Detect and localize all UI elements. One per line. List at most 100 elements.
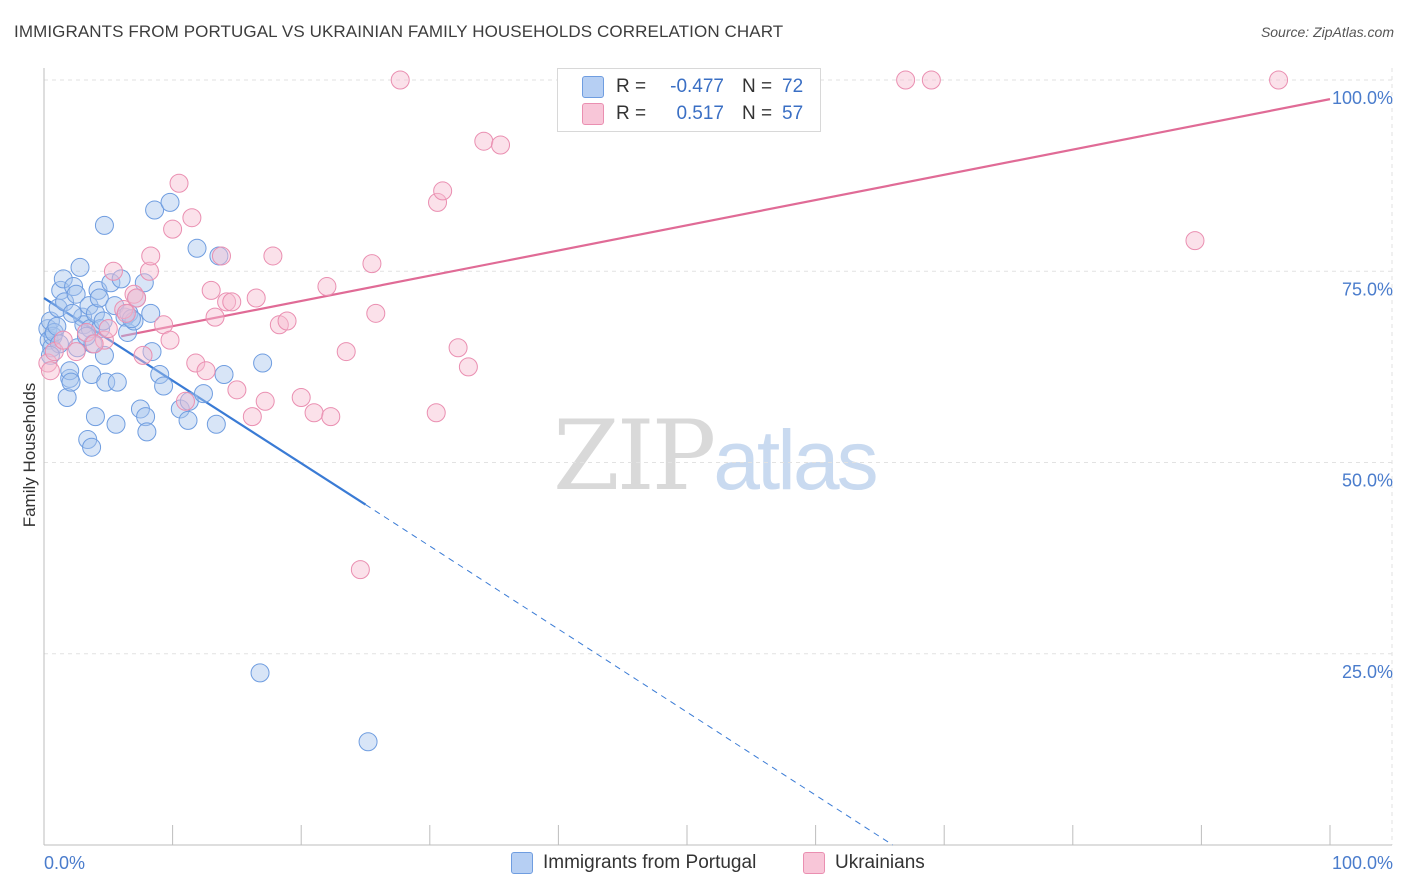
legend-r-value: 0.517 bbox=[676, 103, 724, 124]
point-portugal bbox=[82, 437, 102, 457]
legend-n-value: 57 bbox=[782, 103, 804, 124]
point-portugal bbox=[57, 387, 77, 407]
y-tick-label: 100.0% bbox=[1332, 88, 1393, 108]
point-portugal bbox=[253, 353, 273, 373]
point-ukrainians bbox=[217, 292, 237, 312]
point-ukrainians bbox=[390, 70, 410, 90]
point-ukrainians bbox=[76, 322, 96, 342]
point-ukrainians bbox=[242, 407, 262, 427]
legend-row-ukrainians: R = 0.517 N = 57 bbox=[582, 102, 803, 126]
legend-row-portugal: R = -0.477 N = 72 bbox=[582, 75, 803, 99]
y-tick-label: 75.0% bbox=[1342, 279, 1393, 299]
legend-r-label: R = bbox=[616, 76, 647, 97]
legend-swatch-pink bbox=[582, 103, 604, 125]
tick-labels: 25.0% 50.0% 75.0% 100.0% 0.0% 100.0% bbox=[44, 88, 1393, 873]
legend-r-label: R = bbox=[616, 103, 647, 124]
point-portugal bbox=[101, 273, 121, 293]
point-ukrainians bbox=[201, 280, 221, 300]
legend-item-ukrainians[interactable]: Ukrainians bbox=[803, 852, 925, 874]
point-ukrainians bbox=[53, 330, 73, 350]
point-ukrainians bbox=[222, 292, 242, 312]
point-portugal bbox=[193, 384, 213, 404]
watermark-atlas: atlas bbox=[713, 413, 878, 507]
point-ukrainians bbox=[40, 361, 60, 381]
point-ukrainians bbox=[211, 246, 231, 266]
point-ukrainians bbox=[1269, 70, 1289, 90]
point-portugal bbox=[40, 345, 60, 365]
legend-label: Ukrainians bbox=[835, 852, 925, 873]
x-tick-label: 0.0% bbox=[44, 853, 85, 873]
point-ukrainians bbox=[246, 288, 266, 308]
point-ukrainians bbox=[227, 380, 247, 400]
point-ukrainians bbox=[428, 192, 448, 212]
point-ukrainians bbox=[896, 70, 916, 90]
point-portugal bbox=[107, 372, 127, 392]
point-portugal bbox=[64, 277, 84, 297]
point-portugal bbox=[94, 215, 114, 235]
point-ukrainians bbox=[491, 135, 511, 155]
point-ukrainians bbox=[116, 303, 136, 323]
point-ukrainians bbox=[317, 277, 337, 297]
point-portugal bbox=[66, 284, 86, 304]
point-portugal bbox=[85, 303, 105, 323]
series-legend: Immigrants from Portugal Ukrainians bbox=[0, 852, 1406, 876]
point-portugal bbox=[96, 372, 116, 392]
watermark-zip: ZIP bbox=[553, 400, 716, 512]
data-points bbox=[38, 70, 1289, 752]
point-ukrainians bbox=[175, 391, 195, 411]
point-portugal bbox=[206, 414, 226, 434]
point-portugal bbox=[62, 303, 82, 323]
point-ukrainians bbox=[186, 353, 206, 373]
legend-n-value: 72 bbox=[782, 76, 804, 97]
point-ukrainians bbox=[84, 334, 104, 354]
legend-r-value: -0.477 bbox=[670, 76, 724, 97]
watermark: ZIPatlas bbox=[553, 400, 879, 512]
point-portugal bbox=[89, 288, 109, 308]
trend-line-ukrainians bbox=[120, 98, 1331, 338]
point-ukrainians bbox=[139, 261, 159, 281]
point-ukrainians bbox=[448, 338, 468, 358]
point-ukrainians bbox=[474, 131, 494, 151]
legend-label: Immigrants from Portugal bbox=[543, 852, 757, 873]
legend-n-label: N = bbox=[742, 76, 773, 97]
point-portugal bbox=[73, 307, 93, 327]
point-ukrainians bbox=[133, 345, 153, 365]
y-tick-label: 50.0% bbox=[1342, 471, 1393, 491]
point-portugal bbox=[145, 200, 165, 220]
point-ukrainians bbox=[263, 246, 283, 266]
point-portugal bbox=[61, 372, 81, 392]
chart-title: IMMIGRANTS FROM PORTUGAL VS UKRAINIAN FA… bbox=[14, 22, 784, 41]
point-ukrainians bbox=[362, 254, 382, 274]
point-portugal bbox=[55, 292, 75, 312]
legend-swatch-blue bbox=[582, 76, 604, 98]
point-portugal bbox=[51, 280, 71, 300]
point-portugal bbox=[141, 303, 161, 323]
point-portugal bbox=[137, 422, 157, 442]
point-ukrainians bbox=[321, 407, 341, 427]
point-ukrainians bbox=[291, 387, 311, 407]
x-tick-label: 100.0% bbox=[1332, 853, 1393, 873]
point-ukrainians bbox=[366, 303, 386, 323]
point-ukrainians bbox=[160, 330, 180, 350]
y-tick-label: 25.0% bbox=[1342, 662, 1393, 682]
point-portugal bbox=[187, 238, 207, 258]
point-portugal bbox=[214, 365, 234, 385]
point-ukrainians bbox=[66, 342, 86, 362]
point-ukrainians bbox=[426, 403, 446, 423]
point-portugal bbox=[85, 407, 105, 427]
point-portugal bbox=[154, 376, 174, 396]
point-ukrainians bbox=[182, 208, 202, 228]
point-ukrainians bbox=[141, 246, 161, 266]
point-ukrainians bbox=[336, 342, 356, 362]
point-ukrainians bbox=[196, 361, 216, 381]
point-portugal bbox=[111, 269, 131, 289]
point-ukrainians bbox=[94, 330, 114, 350]
trend-lines bbox=[43, 98, 1331, 846]
point-portugal bbox=[53, 269, 73, 289]
correlation-legend: R = -0.477 N = 72 R = 0.517 N = 57 bbox=[557, 68, 821, 132]
legend-item-portugal[interactable]: Immigrants from Portugal bbox=[511, 852, 756, 874]
legend-swatch-blue bbox=[511, 852, 533, 874]
point-portugal bbox=[136, 407, 156, 427]
axes bbox=[43, 68, 1392, 846]
